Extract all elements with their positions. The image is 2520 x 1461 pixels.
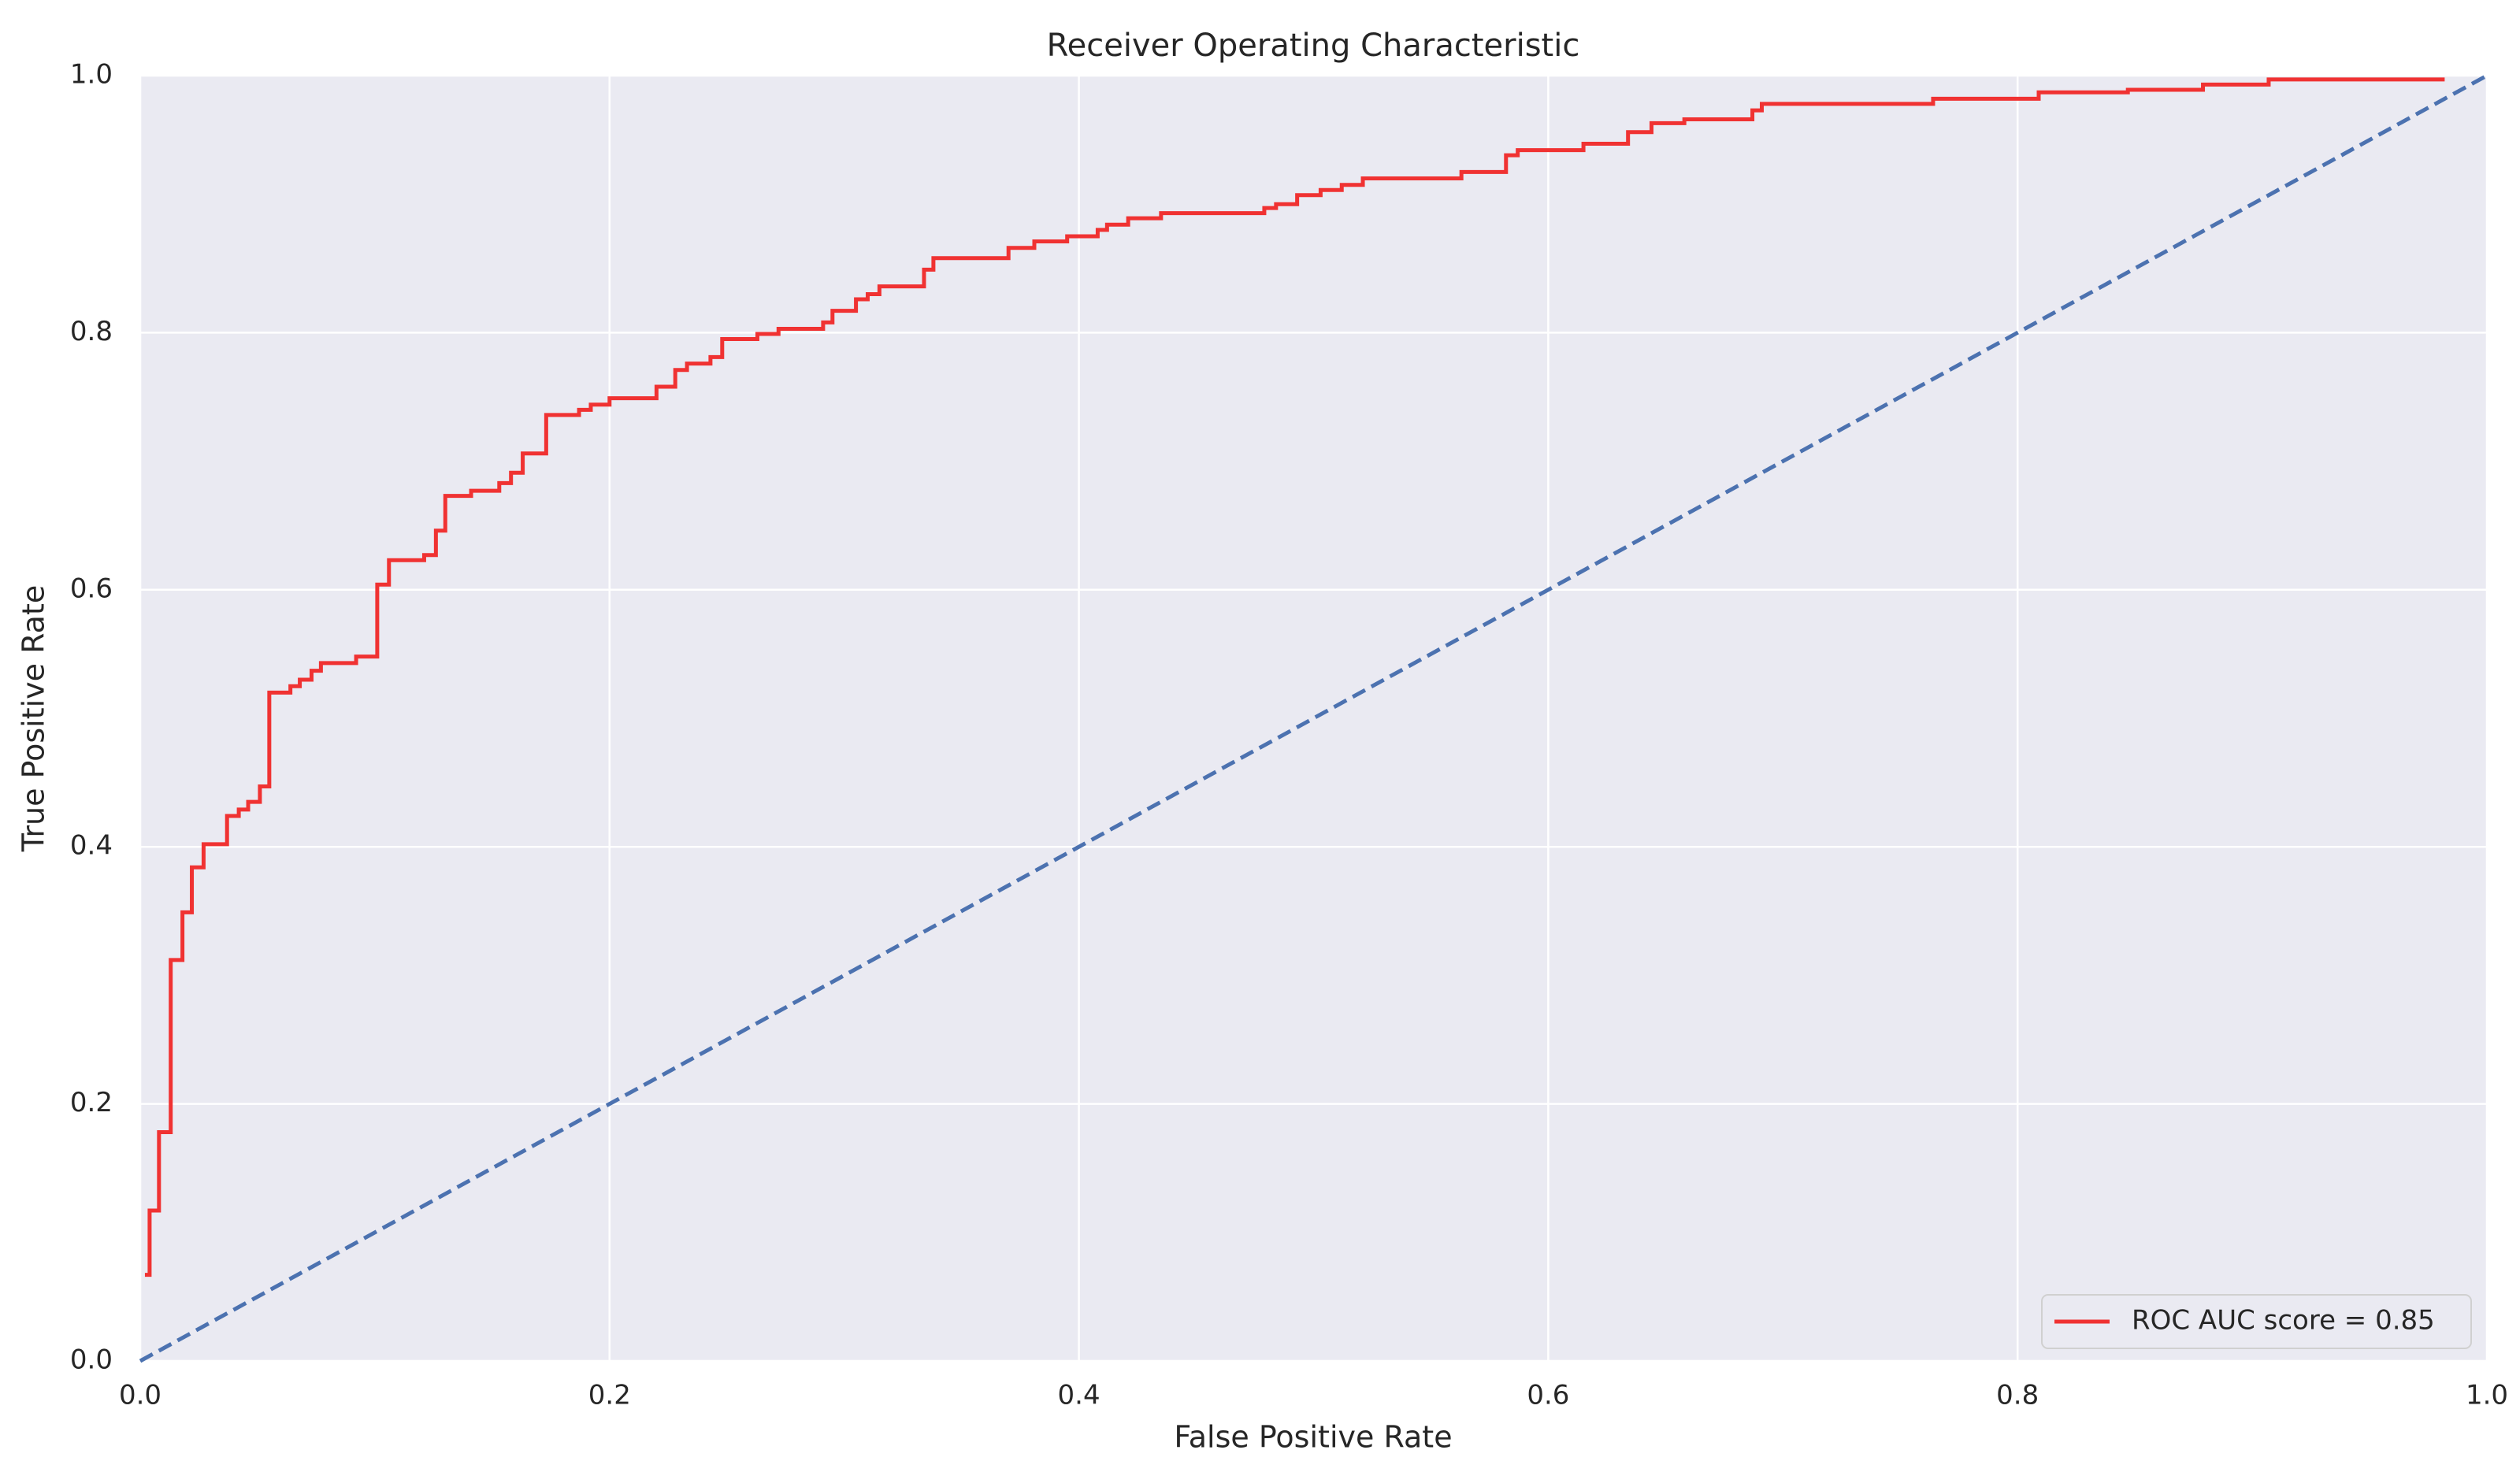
x-tick-label: 0.6 [1527, 1380, 1569, 1411]
line [144, 77, 2445, 1277]
x-tick-label: 0.4 [1058, 1380, 1100, 1411]
legend-label: ROC AUC score = 0.85 [2132, 1305, 2435, 1337]
y-tick-label: 0.0 [70, 1344, 113, 1376]
x-tick-label: 1.0 [2466, 1380, 2508, 1411]
y-tick-label: 0.8 [70, 316, 113, 347]
plot-area [140, 76, 2487, 1361]
chart-title: Receiver Operating Characteristic [1047, 28, 1580, 64]
x-tick-label: 0.2 [588, 1380, 631, 1411]
y-tick-label: 0.6 [70, 573, 113, 604]
y-tick-label: 0.2 [70, 1087, 113, 1118]
legend-box [2041, 1294, 2472, 1349]
x-axis-label: False Positive Rate [1174, 1420, 1452, 1455]
y-tick-label: 1.0 [70, 59, 113, 91]
x-tick-label: 0.0 [119, 1380, 161, 1411]
y-axis-label: True Positive Rate [17, 585, 51, 853]
y-tick-label: 0.4 [70, 830, 113, 862]
x-tick-label: 0.8 [1996, 1380, 2039, 1411]
legend: ROC AUC score = 0.85 [2041, 1294, 2472, 1349]
